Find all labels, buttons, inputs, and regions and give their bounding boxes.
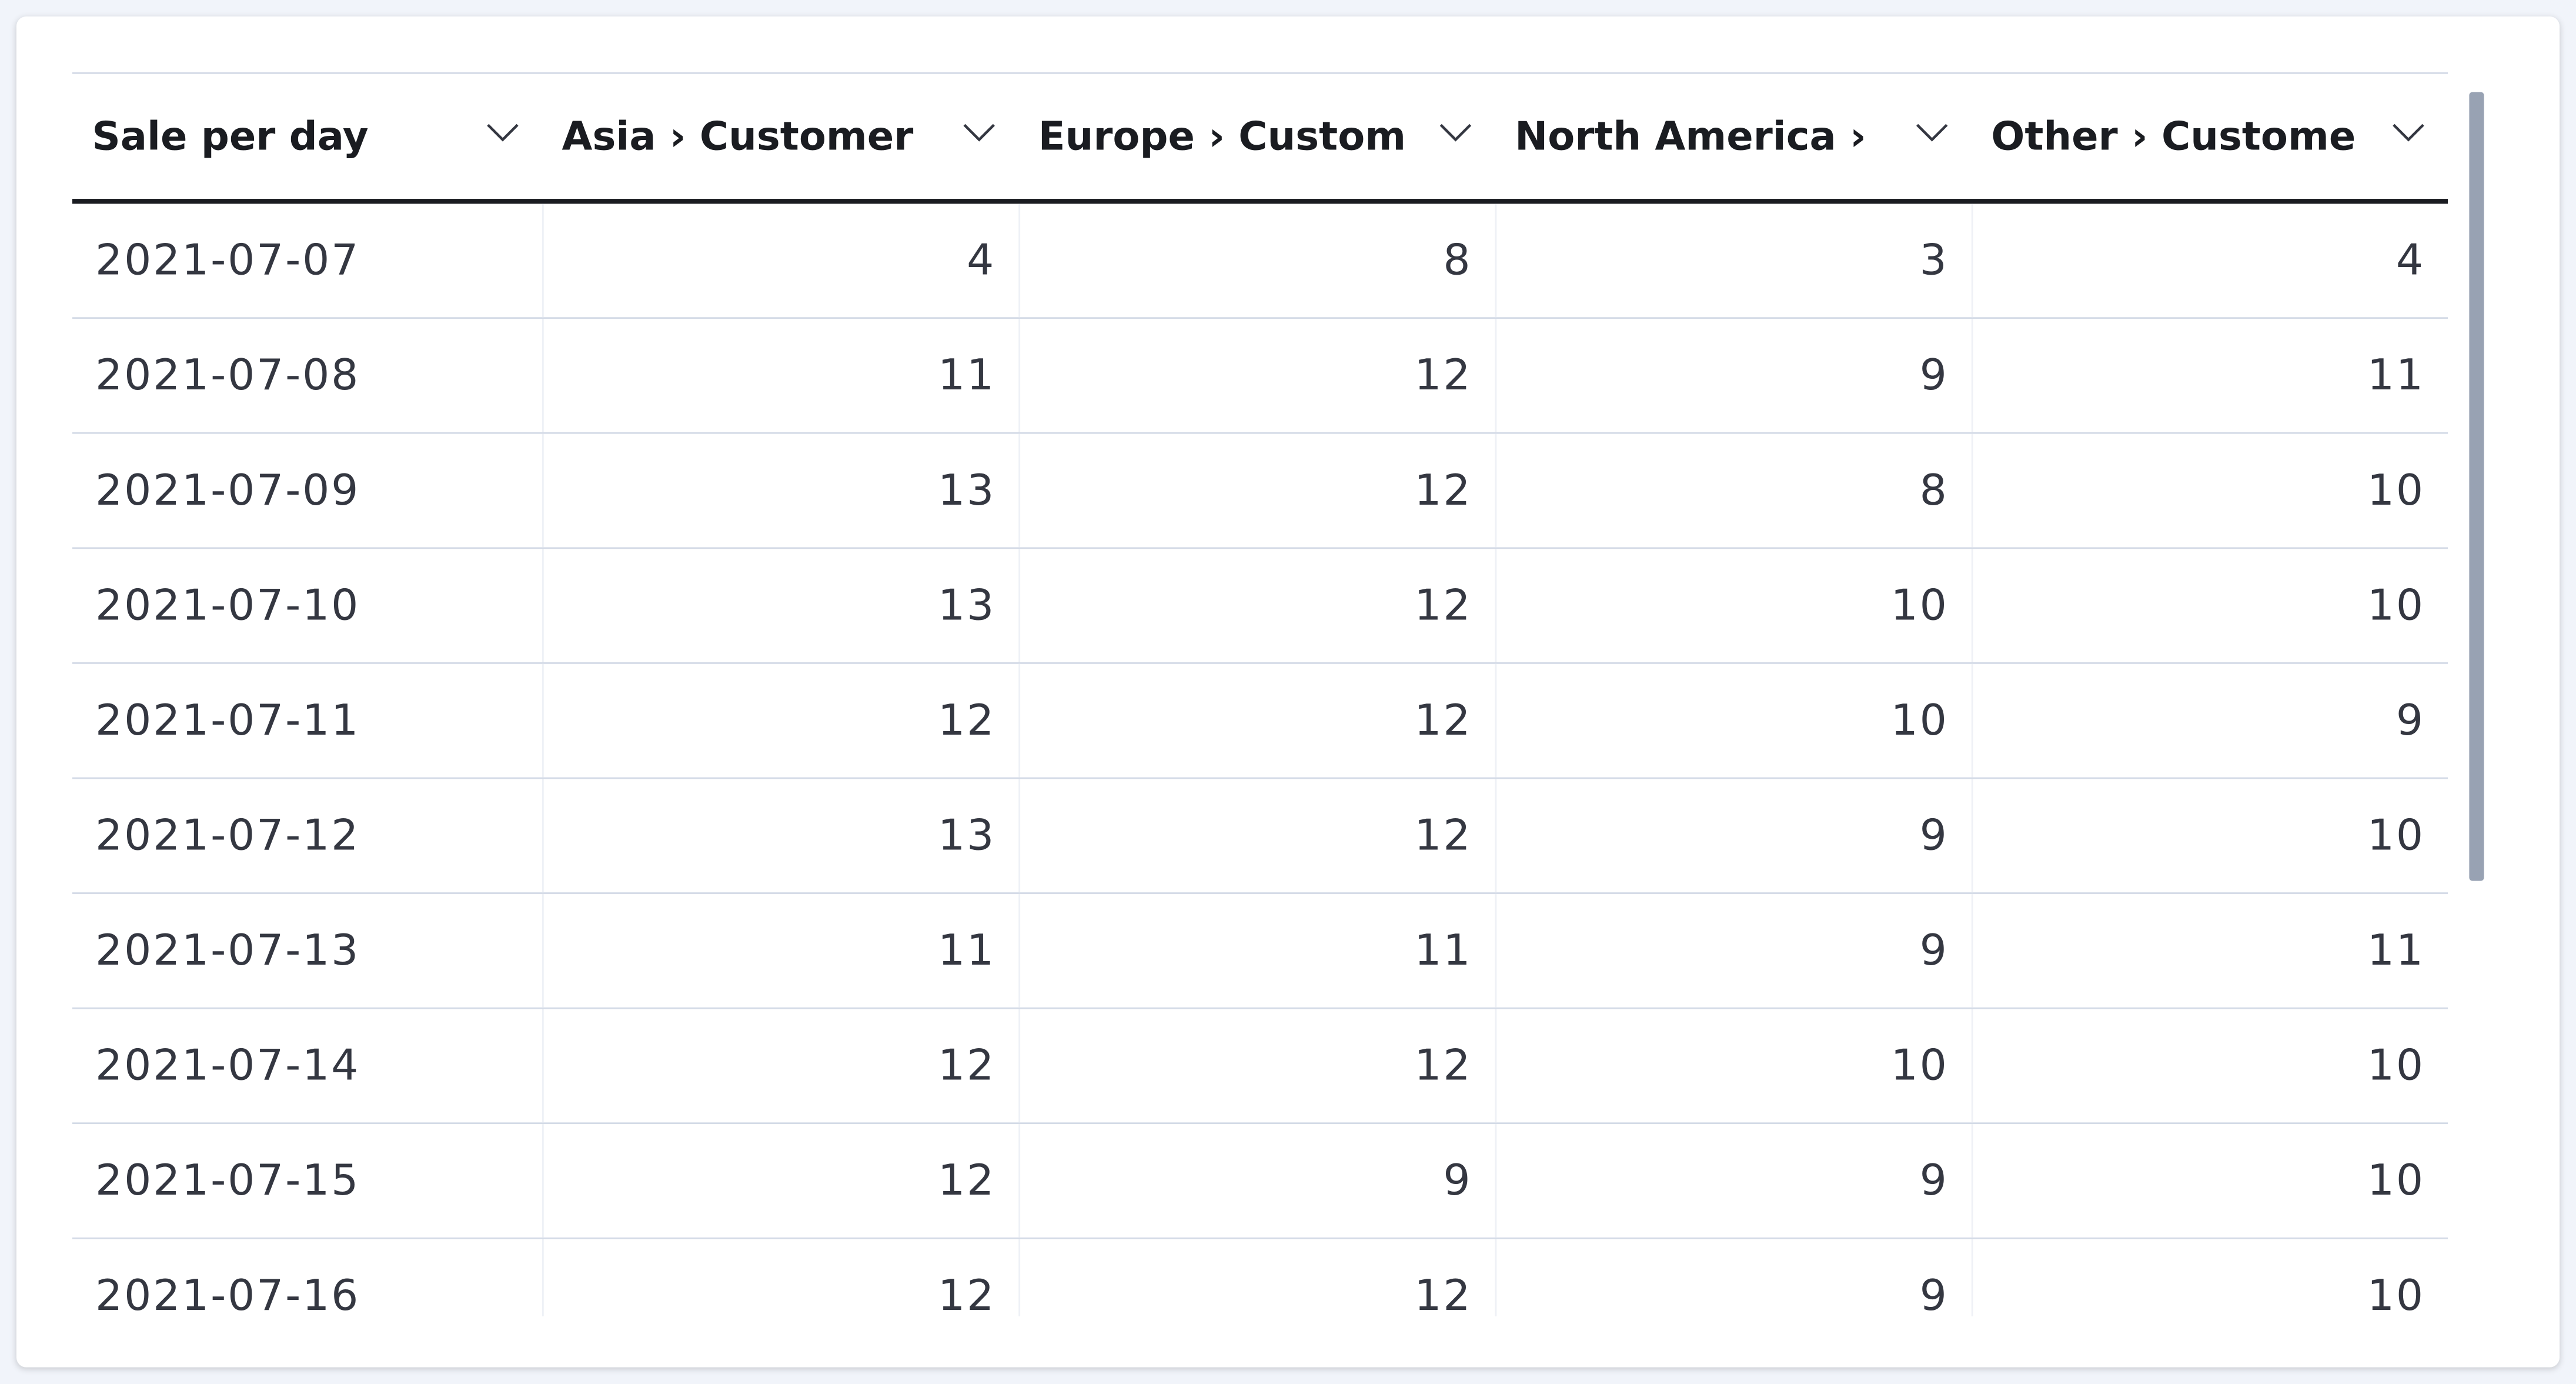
sort-chevron[interactable]	[2392, 124, 2425, 144]
value-cell: 13	[542, 433, 1018, 548]
data-row: 2021-07-15 12 9 9 10	[72, 1124, 2448, 1239]
value-cell: 10	[1971, 433, 2448, 548]
sort-chevron[interactable]	[1439, 124, 1472, 144]
date-cell: 2021-07-10	[95, 581, 360, 631]
value-cell: 10	[1495, 549, 1972, 662]
value-cell: 12	[1018, 663, 1495, 778]
value-cell: 9	[1495, 319, 1972, 432]
data-row: 2021-07-13 11 11 9 11	[72, 893, 2448, 1009]
column-title: Asia › Customer	[562, 113, 914, 160]
value-cell: 12	[1018, 779, 1495, 893]
value-cell: 11	[542, 893, 1018, 1008]
value-cell: 10	[1971, 779, 2448, 893]
column-header[interactable]: North America ›	[1495, 74, 1972, 199]
column-title: North America ›	[1515, 113, 1866, 160]
value-cell: 4	[1971, 204, 2448, 318]
date-cell: 2021-07-15	[95, 1156, 360, 1206]
value-cell: 9	[1018, 1124, 1495, 1238]
value-cell: 10	[1971, 549, 2448, 662]
column-header[interactable]: Other › Custome	[1972, 74, 2448, 199]
value-cell: 10	[1971, 1239, 2448, 1316]
value-cell: 12	[542, 1009, 1018, 1123]
data-row: 2021-07-12 13 12 9 10	[72, 779, 2448, 894]
column-title: Sale per day	[92, 113, 369, 160]
date-cell: 2021-07-08	[95, 351, 360, 401]
value-cell: 10	[1495, 1009, 1972, 1123]
date-cell: 2021-07-12	[95, 811, 360, 861]
data-row: 2021-07-09 13 12 8 10	[72, 433, 2448, 549]
value-cell: 8	[1495, 433, 1972, 548]
value-cell: 11	[542, 319, 1018, 432]
value-cell: 8	[1018, 204, 1495, 318]
value-cell: 11	[1971, 319, 2448, 432]
value-cell: 12	[1018, 433, 1495, 548]
value-cell: 9	[1495, 1124, 1972, 1238]
value-cell: 12	[1018, 319, 1495, 432]
value-cell: 10	[1971, 1009, 2448, 1123]
sort-chevron[interactable]	[963, 124, 995, 144]
date-cell: 2021-07-09	[95, 466, 360, 515]
data-row: 2021-07-14 12 12 10 10	[72, 1009, 2448, 1125]
column-title: Europe › Custom	[1038, 113, 1406, 160]
value-cell: 9	[1971, 663, 2448, 778]
sort-chevron[interactable]	[1916, 124, 1949, 144]
column-title: Other › Custome	[1991, 113, 2356, 160]
table-panel: Sale per day Asia › Customer Europe › Cust…	[16, 16, 2560, 1368]
data-row: 2021-07-08 11 12 9 11	[72, 319, 2448, 434]
value-cell: 3	[1495, 204, 1972, 318]
value-cell: 9	[1495, 1239, 1972, 1316]
value-cell: 12	[542, 1239, 1018, 1316]
data-row: 2021-07-11 12 12 10 9	[72, 663, 2448, 779]
date-cell: 2021-07-11	[95, 696, 360, 746]
value-cell: 10	[1495, 663, 1972, 778]
column-header[interactable]: Europe › Custom	[1018, 74, 1495, 199]
value-cell: 11	[1018, 893, 1495, 1008]
value-cell: 13	[542, 549, 1018, 662]
column-header[interactable]: Asia › Customer	[542, 74, 1018, 199]
sort-chevron[interactable]	[486, 124, 519, 144]
value-cell: 9	[1495, 779, 1972, 893]
value-cell: 12	[1018, 1239, 1495, 1316]
scrollbar[interactable]	[2469, 92, 2484, 881]
value-cell: 12	[542, 1124, 1018, 1238]
value-cell: 13	[542, 779, 1018, 893]
data-row: 2021-07-16 12 12 9 10	[72, 1239, 2448, 1316]
date-cell: 2021-07-13	[95, 926, 360, 976]
value-cell: 12	[1018, 1009, 1495, 1123]
data-row: 2021-07-07 4 8 3 4	[72, 204, 2448, 319]
value-cell: 11	[1971, 893, 2448, 1008]
column-header[interactable]: Sale per day	[72, 74, 542, 199]
date-cell: 2021-07-07	[95, 235, 360, 285]
date-cell: 2021-07-16	[95, 1271, 360, 1316]
value-cell: 10	[1971, 1124, 2448, 1238]
value-cell: 4	[542, 204, 1018, 318]
value-cell: 12	[542, 663, 1018, 778]
data-row: 2021-07-10 13 12 10 10	[72, 549, 2448, 664]
header-row: Sale per day Asia › Customer Europe › Cust…	[72, 74, 2448, 204]
data-grid: Sale per day Asia › Customer Europe › Cust…	[72, 72, 2448, 1316]
value-cell: 9	[1495, 893, 1972, 1008]
date-cell: 2021-07-14	[95, 1040, 360, 1090]
value-cell: 12	[1018, 549, 1495, 662]
